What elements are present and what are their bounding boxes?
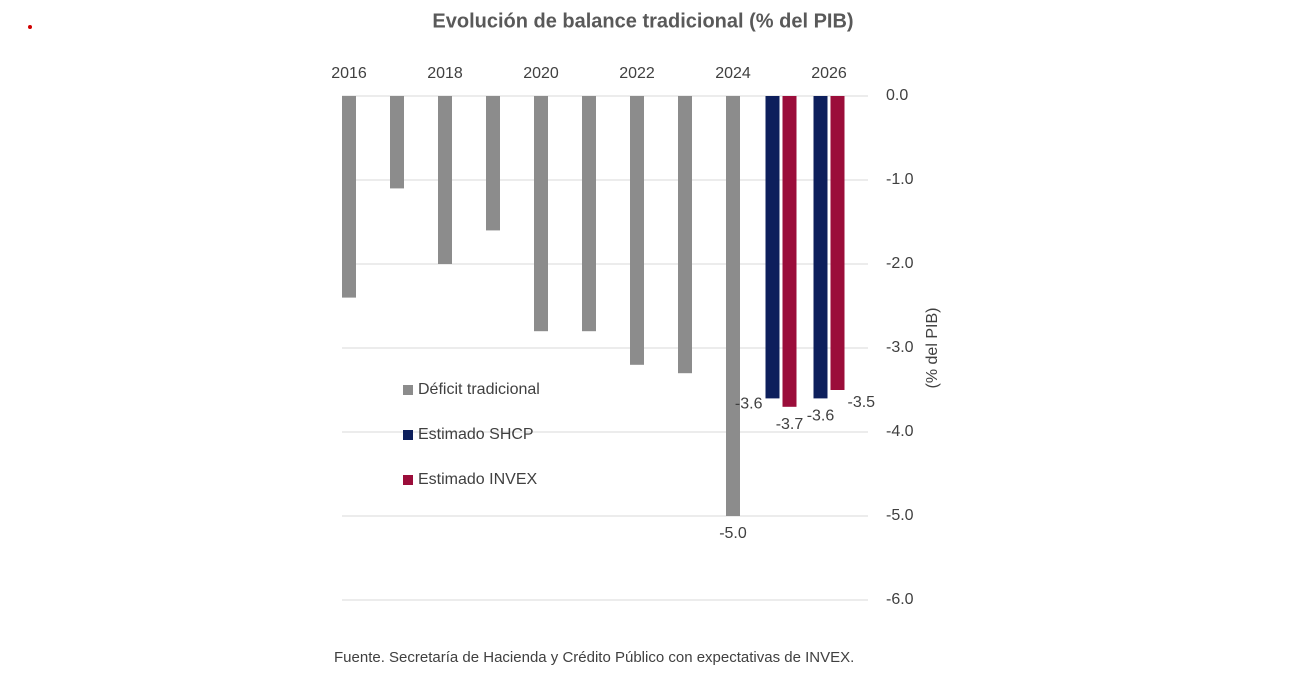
bar	[782, 96, 797, 407]
y-axis-label: (% del PIB)	[924, 308, 941, 389]
bar	[678, 96, 692, 374]
x-tick-label: 2026	[811, 65, 847, 82]
legend-label: Déficit tradicional	[418, 381, 540, 398]
data-label: -3.7	[776, 416, 804, 433]
legend-swatch	[403, 430, 413, 440]
x-tick-label: 2024	[715, 65, 751, 82]
chart-title: Evolución de balance tradicional (% del …	[432, 10, 853, 32]
y-tick-label: -1.0	[886, 171, 914, 188]
y-tick-label: -6.0	[886, 591, 914, 608]
legend-label: Estimado SHCP	[418, 426, 534, 443]
data-label: -3.6	[807, 408, 835, 425]
legend-label: Estimado INVEX	[418, 471, 537, 488]
y-tick-label: -5.0	[886, 507, 914, 524]
bar	[630, 96, 644, 365]
bar	[390, 96, 404, 189]
legend-swatch	[403, 385, 413, 395]
bar	[534, 96, 548, 332]
x-tick-label: 2022	[619, 65, 655, 82]
x-tick-label: 2020	[523, 65, 559, 82]
bar	[486, 96, 500, 231]
legend-swatch	[403, 475, 413, 485]
bar	[765, 96, 780, 399]
x-tick-label: 2018	[427, 65, 463, 82]
data-label: -3.5	[848, 394, 876, 411]
x-tick-label: 2016	[331, 65, 367, 82]
bar	[830, 96, 845, 390]
source-note: Fuente. Secretaría de Hacienda y Crédito…	[334, 649, 854, 666]
y-tick-label: -2.0	[886, 255, 914, 272]
y-tick-label: -3.0	[886, 339, 914, 356]
bar	[342, 96, 356, 298]
decor-dot	[28, 25, 32, 29]
data-label: -5.0	[719, 525, 747, 542]
y-tick-label: 0.0	[886, 87, 908, 104]
bar	[813, 96, 828, 399]
bar	[726, 96, 740, 516]
bar	[438, 96, 452, 264]
y-tick-label: -4.0	[886, 423, 914, 440]
data-label: -3.6	[735, 396, 763, 413]
bar	[582, 96, 596, 332]
